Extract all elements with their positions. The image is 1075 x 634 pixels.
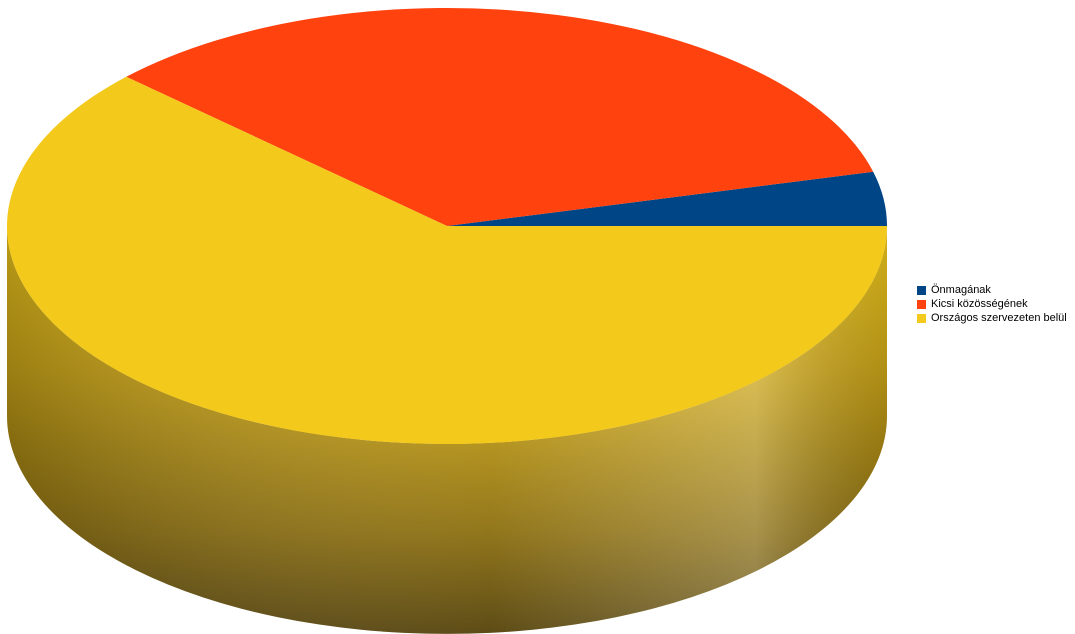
pie-slice-0	[447, 171, 887, 226]
pie-side-shading	[7, 226, 887, 634]
pie-side-group	[7, 226, 887, 634]
legend-swatch	[917, 285, 926, 295]
pie-slices-group	[6, 7, 888, 444]
legend-swatch	[917, 313, 926, 323]
legend-swatch	[917, 299, 926, 309]
pie-slice-2	[6, 76, 888, 444]
legend-item-kicsi-kozossegenek: Kicsi közösségének	[917, 297, 1067, 311]
legend-label: Országos szervezeten belül	[931, 312, 1067, 324]
legend-item-onmaganak: Önmagának	[917, 283, 1067, 297]
legend-item-orszagos-szervezeten-belul: Országos szervezeten belül	[917, 311, 1067, 325]
legend-label: Önmagának	[931, 284, 991, 296]
legend: Önmagának Kicsi közösségének Országos sz…	[917, 283, 1067, 325]
pie-slice-1	[126, 7, 874, 227]
legend-label: Kicsi közösségének	[931, 298, 1028, 310]
